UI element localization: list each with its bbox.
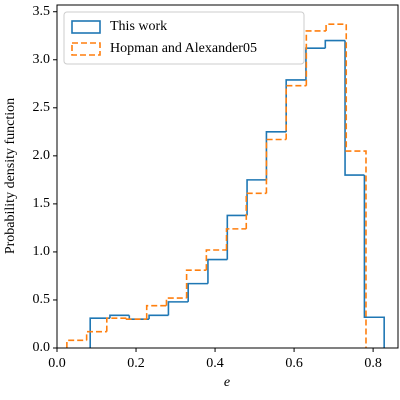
histogram-step — [167, 301, 189, 316]
y-tick-label: 0.5 — [33, 292, 51, 307]
histogram-step — [105, 317, 127, 332]
histogram-step — [125, 318, 147, 320]
histogram-step — [285, 84, 307, 140]
histogram-step — [89, 317, 110, 348]
histogram-step — [148, 314, 169, 320]
histogram-step — [345, 24, 367, 348]
y-tick-label: 2.0 — [33, 148, 51, 163]
histogram-step — [305, 47, 326, 80]
histogram-step — [225, 228, 247, 250]
x-axis-label: e — [224, 375, 230, 390]
legend-swatch — [71, 20, 101, 34]
histogram-step — [344, 40, 365, 176]
y-axis-label: Probability density function — [3, 98, 18, 254]
x-tick-label: 0.6 — [285, 356, 303, 371]
histogram-step — [205, 249, 227, 271]
legend-swatch — [71, 42, 101, 56]
histogram-step — [226, 214, 248, 260]
y-tick-label: 1.0 — [33, 244, 51, 259]
x-tick-label: 0.2 — [127, 356, 145, 371]
x-tick-label: 0.0 — [48, 356, 66, 371]
histogram-step — [285, 79, 306, 132]
histogram-step — [305, 30, 327, 86]
y-tick-label: 0.0 — [33, 340, 51, 355]
y-tick-label: 1.5 — [33, 196, 51, 211]
histogram-step — [66, 339, 87, 348]
histogram-step — [207, 258, 228, 284]
histogram-step — [109, 314, 130, 319]
histogram-step — [265, 138, 287, 194]
legend-box — [63, 11, 305, 65]
histogram-step — [325, 23, 347, 31]
histogram-step — [187, 282, 208, 302]
histogram-step — [324, 39, 346, 49]
plot-frame — [56, 4, 399, 349]
histogram-step — [245, 192, 267, 229]
histogram-step — [85, 330, 107, 341]
legend-label: Hopman and Alexander05 — [110, 41, 257, 56]
histogram-step — [165, 297, 187, 306]
x-tick-label: 0.4 — [206, 356, 224, 371]
y-tick-label: 3.0 — [33, 52, 51, 67]
y-tick-label: 3.5 — [33, 4, 51, 19]
histogram-step — [246, 179, 267, 216]
histogram-step — [363, 175, 385, 348]
histogram-step — [145, 304, 167, 320]
y-tick-label: 2.5 — [33, 100, 51, 115]
legend-label: This work — [110, 19, 167, 34]
x-tick-label: 0.8 — [364, 356, 382, 371]
histogram-step — [185, 269, 207, 299]
